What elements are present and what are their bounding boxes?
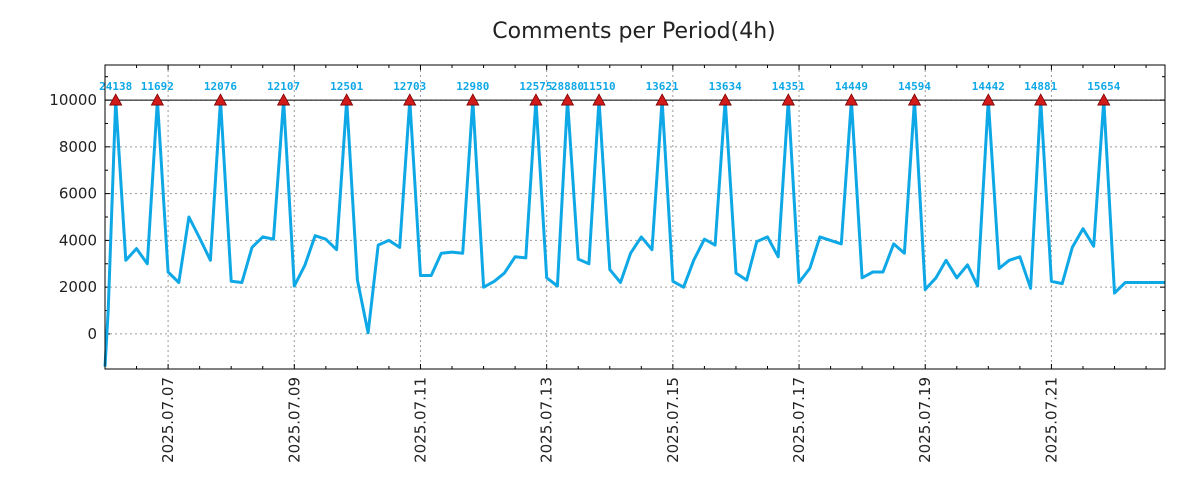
peak-label: 24138	[99, 80, 132, 93]
y-tick-label: 8000	[59, 138, 97, 156]
peak-marker	[150, 93, 165, 106]
peak-marker	[276, 93, 291, 106]
peak-label: 11510	[582, 80, 615, 93]
x-tick-label: 2025.07.13	[538, 377, 556, 463]
peak-label: 14881	[1024, 80, 1057, 93]
peak-marker	[213, 93, 228, 106]
peak-markers: 24138 11692 12076 12107 12501 12703 12980 12575…	[99, 80, 1121, 106]
peak-marker	[403, 93, 417, 106]
y-axis: 0 2000 4000 6000 8000 10000	[49, 76, 1165, 343]
peak-marker	[844, 93, 859, 106]
peak-label: 13634	[709, 80, 742, 93]
x-tick-label: 2025.07.09	[285, 377, 303, 463]
peak-label: 12703	[393, 80, 426, 93]
peak-marker	[529, 93, 543, 106]
x-tick-label: 2025.07.21	[1042, 377, 1060, 463]
peak-label: 14594	[898, 80, 931, 93]
y-tick-label: 2000	[59, 278, 97, 296]
peak-marker	[109, 93, 123, 106]
peak-marker	[718, 93, 732, 106]
peak-marker	[655, 93, 669, 106]
y-tick-label: 0	[87, 325, 97, 343]
peak-marker	[466, 93, 480, 106]
peak-label: 14449	[835, 80, 868, 93]
y-tick-label: 6000	[59, 185, 97, 203]
peak-label: 14351	[772, 80, 805, 93]
grid	[105, 65, 1165, 369]
x-tick-label: 2025.07.15	[664, 377, 682, 463]
peak-label: 15654	[1087, 80, 1120, 93]
plot-frame	[104, 64, 1166, 370]
peak-label: 12501	[330, 80, 363, 93]
x-axis: 2025.07.07 2025.07.09 2025.07.11 2025.07.13…	[136, 65, 1147, 463]
series-line	[103, 98, 1165, 367]
peak-marker	[907, 93, 922, 106]
peak-label: 13621	[646, 80, 679, 93]
peak-marker	[339, 93, 354, 106]
series-layer	[103, 98, 1165, 367]
y-tick-label: 10000	[49, 91, 97, 109]
peak-marker	[1034, 93, 1048, 106]
peak-marker	[592, 93, 606, 106]
peak-label: 28880	[551, 80, 584, 93]
peak-label: 12076	[204, 80, 237, 93]
peak-label: 14442	[972, 80, 1005, 93]
peak-marker	[981, 93, 996, 106]
x-tick-label: 2025.07.19	[916, 377, 934, 463]
y-tick-label: 4000	[59, 231, 97, 249]
x-tick-label: 2025.07.17	[790, 377, 808, 463]
peak-label: 12575	[519, 80, 552, 93]
peak-label: 11692	[141, 80, 174, 93]
x-tick-label: 2025.07.07	[159, 377, 177, 463]
peak-marker	[1097, 93, 1111, 106]
peak-marker	[781, 93, 795, 106]
peak-label: 12107	[267, 80, 300, 93]
x-tick-label: 2025.07.11	[411, 377, 429, 463]
peak-marker	[560, 93, 575, 106]
peak-label: 12980	[456, 80, 489, 93]
chart-title: Comments per Period(4h)	[492, 19, 776, 44]
